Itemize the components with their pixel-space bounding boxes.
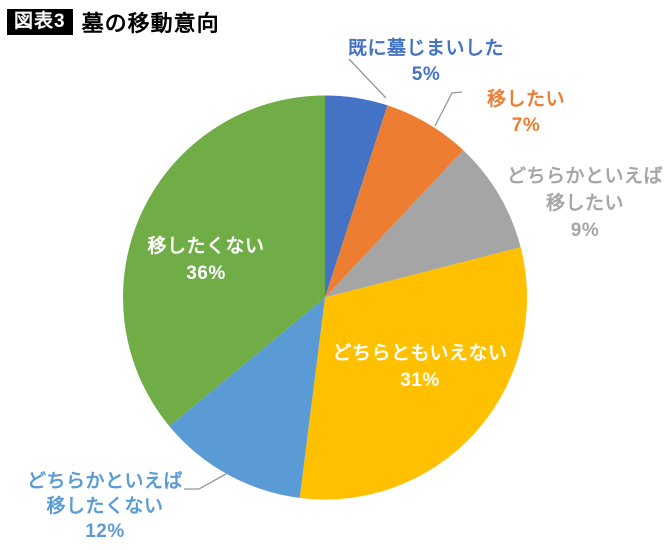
slice-label-line: 移したい — [545, 193, 624, 214]
pie-slice-0 — [325, 95, 388, 298]
pie-slice-3 — [299, 247, 527, 500]
slice-label-line: 移したい — [486, 89, 565, 110]
slice-label-line: 移したくない — [147, 236, 265, 257]
slice-label-line: 既に墓じまいした — [347, 38, 504, 59]
slice-label-rather-move: どちらかといえば 移したい 9% — [495, 163, 670, 244]
slice-label-line: 31% — [400, 370, 440, 391]
leader-line-want-to-move — [434, 91, 463, 127]
page-title: 墓の移動意向 — [81, 11, 220, 36]
slice-label-line: 移したくない — [46, 496, 164, 517]
slice-label-neither: どちらともいえない 31% — [320, 340, 520, 394]
leader-line-already-closed — [348, 58, 387, 99]
slice-label-not-move: 移したくない 36% — [106, 233, 306, 287]
leader-line-rather-not-move — [184, 473, 227, 490]
slice-label-rather-not-move: どちらかといえば 移したくない 12% — [10, 469, 200, 544]
pie-slices — [123, 95, 527, 500]
slice-label-line: 36% — [186, 263, 226, 284]
chart-header: 図表3 墓の移動意向 — [7, 6, 220, 38]
pie-slice-5 — [123, 95, 326, 427]
pie-slice-4 — [169, 297, 325, 498]
slice-label-line: どちらかといえば — [506, 166, 663, 187]
slice-label-line: 9% — [570, 220, 600, 241]
pie-slice-1 — [325, 105, 464, 298]
pie-slice-2 — [325, 150, 521, 298]
title-badge: 図表3 — [7, 9, 73, 35]
slice-label-line: 12% — [85, 521, 125, 542]
slice-label-line: どちらともいえない — [332, 343, 508, 364]
slice-label-line: 7% — [511, 115, 541, 136]
slice-label-want-to-move: 移したい 7% — [466, 87, 586, 139]
slice-label-line: 5% — [411, 64, 441, 85]
slice-label-already-closed: 既に墓じまいした 5% — [326, 36, 526, 88]
leader-lines — [184, 58, 463, 490]
slice-label-line: どちらかといえば — [26, 471, 183, 492]
